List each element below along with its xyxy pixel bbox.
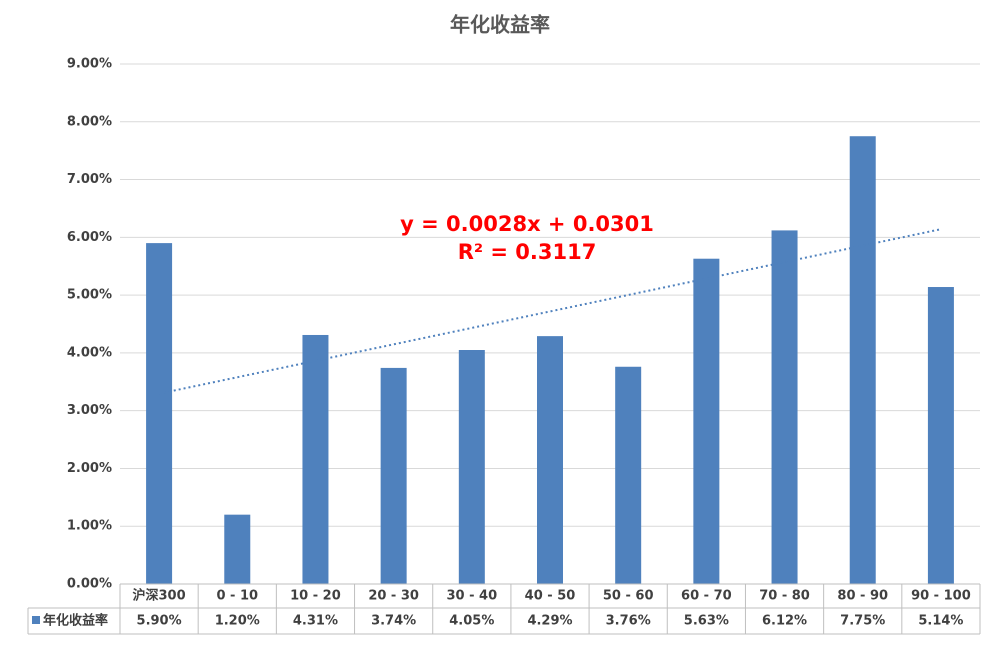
legend-key — [32, 616, 40, 624]
trendline — [158, 228, 942, 395]
x-tick-label: 50 - 60 — [603, 589, 654, 604]
x-tick-label: 10 - 20 — [290, 589, 341, 604]
table-value: 7.75% — [840, 614, 885, 629]
bar — [224, 514, 251, 584]
bar — [302, 334, 329, 584]
bar — [458, 350, 485, 584]
bar — [615, 366, 642, 584]
y-tick-label: 3.00% — [67, 403, 112, 418]
x-tick-label: 80 - 90 — [837, 589, 888, 604]
x-tick-label: 60 - 70 — [681, 589, 732, 604]
y-tick-label: 7.00% — [67, 172, 112, 187]
y-tick-label: 5.00% — [67, 288, 112, 303]
y-tick-label: 8.00% — [67, 114, 112, 129]
bar — [146, 243, 173, 584]
y-tick-label: 1.00% — [67, 519, 112, 534]
trend-r-squared: R² = 0.3117 — [458, 240, 597, 264]
bar — [693, 258, 720, 584]
table-value: 1.20% — [215, 614, 260, 629]
x-tick-label: 40 - 50 — [525, 589, 576, 604]
y-tick-label: 9.00% — [67, 57, 112, 72]
bar — [380, 367, 407, 584]
trend-equation: y = 0.0028x + 0.0301 — [400, 212, 654, 236]
y-tick-label: 4.00% — [67, 345, 112, 360]
x-tick-label: 30 - 40 — [446, 589, 497, 604]
x-tick-label: 90 - 100 — [911, 589, 971, 604]
bar — [849, 136, 876, 584]
bar — [537, 336, 563, 584]
table-value: 4.31% — [293, 614, 338, 629]
table-value: 4.29% — [527, 614, 572, 629]
bar — [771, 230, 798, 584]
x-tick-label: 70 - 80 — [759, 589, 810, 604]
y-tick-label: 2.00% — [67, 461, 112, 476]
x-tick-label: 0 - 10 — [216, 589, 258, 604]
legend-label: 年化收益率 — [43, 613, 108, 629]
table-value: 5.63% — [684, 614, 729, 629]
table-value: 3.76% — [606, 614, 651, 629]
y-tick-label: 0.00% — [67, 577, 112, 592]
chart-title: 年化收益率 — [450, 13, 550, 37]
table-value: 6.12% — [762, 614, 807, 629]
table-value: 4.05% — [449, 614, 494, 629]
y-tick-label: 6.00% — [67, 230, 112, 245]
table-value: 5.90% — [137, 614, 182, 629]
x-tick-label: 20 - 30 — [368, 589, 419, 604]
x-tick-label: 沪深300 — [133, 588, 186, 604]
table-value: 3.74% — [371, 614, 416, 629]
table-value: 5.14% — [918, 614, 963, 629]
bar — [927, 287, 954, 584]
